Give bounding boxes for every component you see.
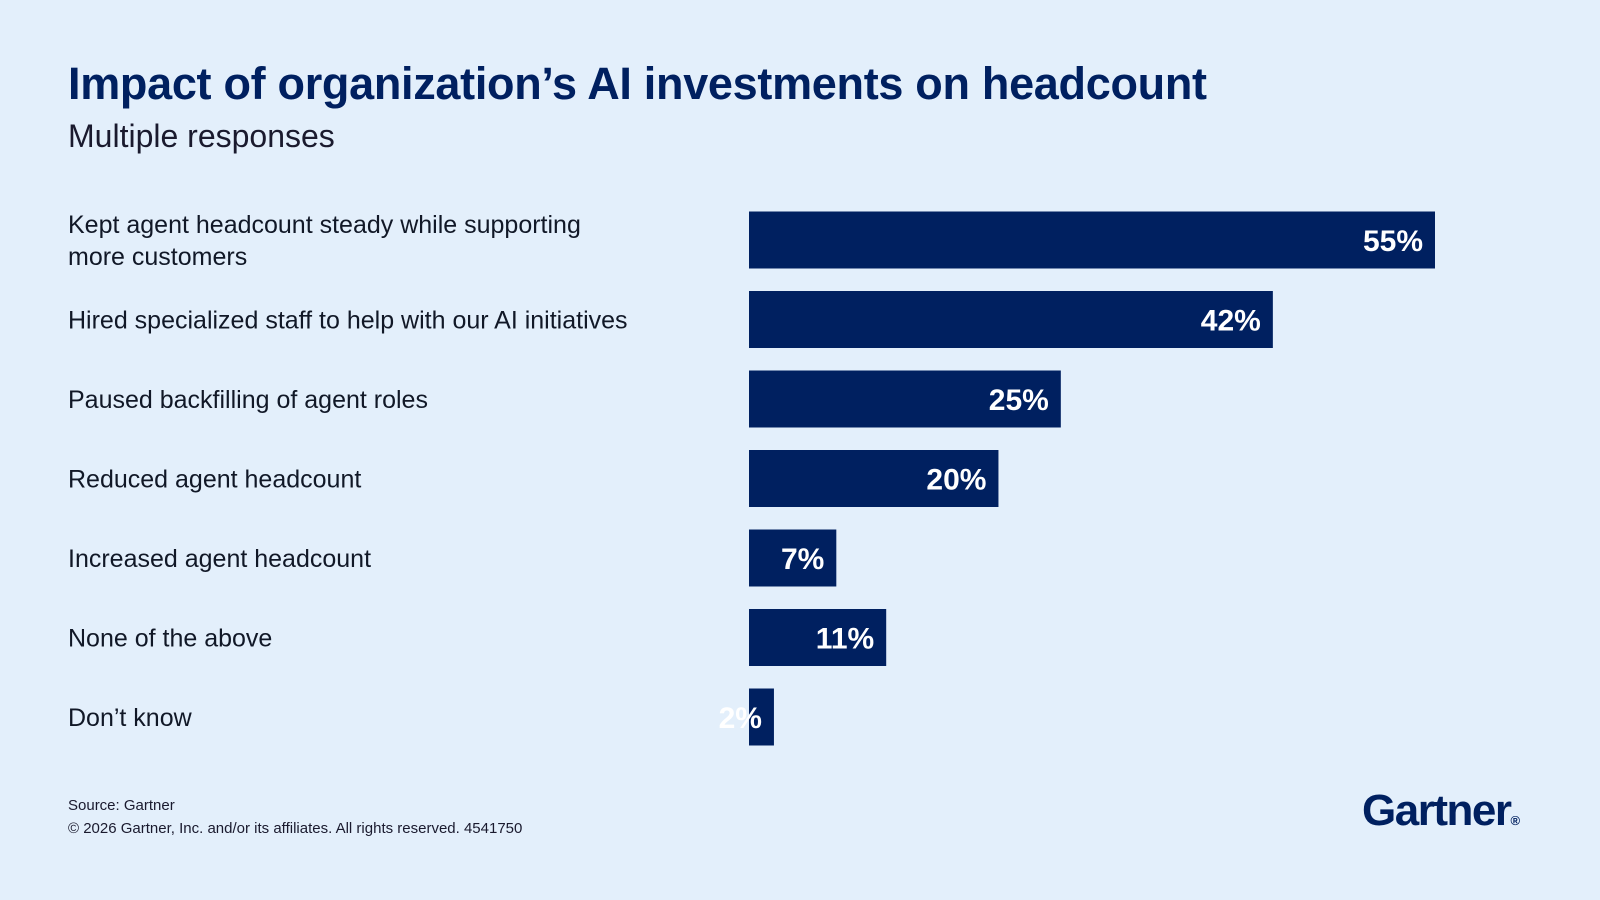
value-label-4: 7% [781,543,824,576]
value-label-0: 55% [1363,225,1423,258]
bar-1 [749,291,1273,348]
value-label-1: 42% [1201,305,1261,338]
chart-title: Impact of organization’s AI investments … [68,58,1207,109]
logo-text: Gartner [1362,786,1512,835]
gartner-logo: Gartner® [1362,786,1520,836]
category-label-1: Hired specialized staff to help with our… [68,307,628,335]
bar-3 [749,450,999,507]
value-label-6: 2% [719,702,762,735]
value-label-5: 11% [816,623,874,656]
category-label-4: Increased agent headcount [68,545,371,573]
category-label-5: None of the above [68,625,272,653]
category-label-0-line-1: more customers [68,243,247,271]
value-label-3: 20% [926,464,986,497]
source-note: Source: Gartner [68,797,175,814]
bar-2 [749,370,1061,428]
copyright-note: © 2026 Gartner, Inc. and/or its affiliat… [68,820,523,837]
category-label-3: Reduced agent headcount [68,466,361,494]
category-label-0-line-0: Kept agent headcount steady while suppor… [68,211,581,239]
registered-mark: ® [1510,813,1521,828]
category-label-6: Don’t know [68,704,193,732]
category-label-2: Paused backfilling of agent roles [68,386,428,414]
footer: Source: Gartner © 2026 Gartner, Inc. and… [68,794,522,840]
chart-subtitle: Multiple responses [68,118,335,154]
bar-4 [749,529,837,587]
bar-6 [749,688,774,746]
bar-5 [749,609,887,666]
value-label-2: 25% [989,384,1049,417]
bar-0 [749,211,1435,269]
